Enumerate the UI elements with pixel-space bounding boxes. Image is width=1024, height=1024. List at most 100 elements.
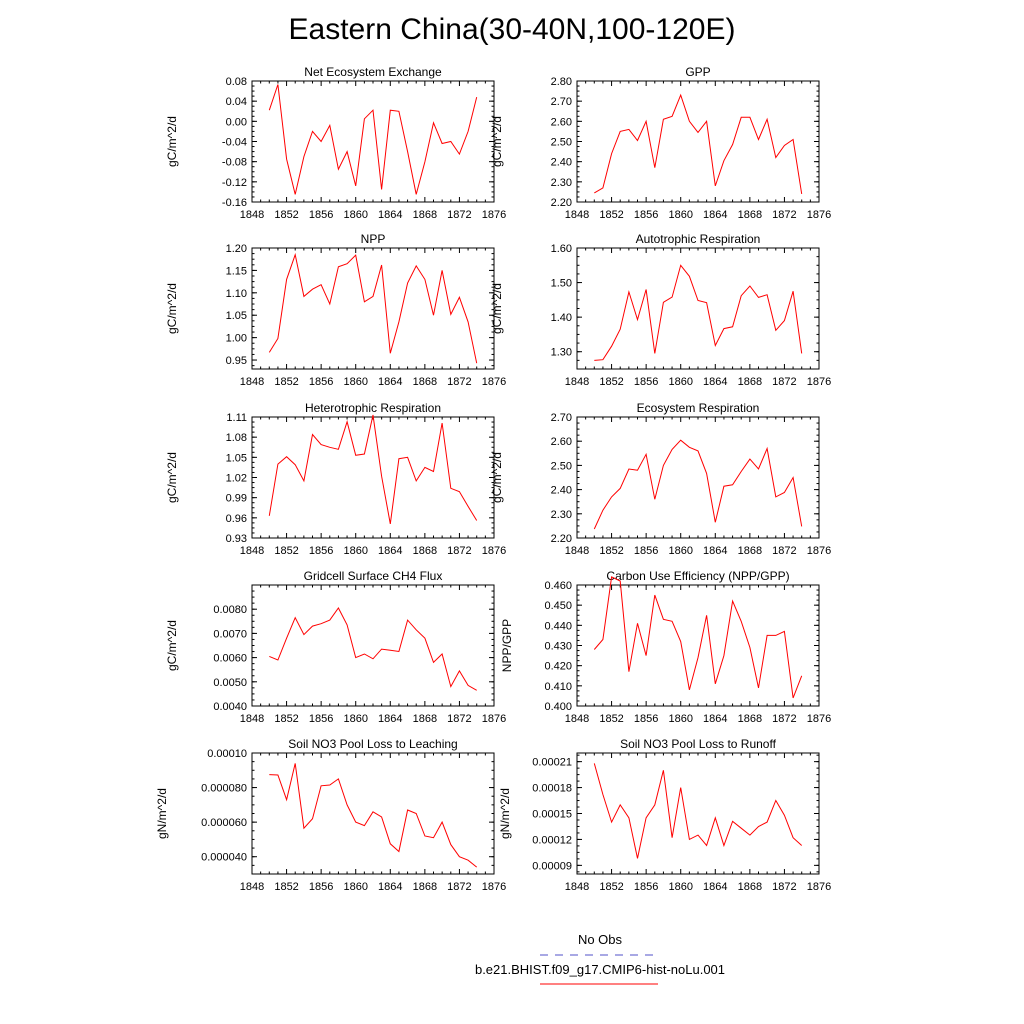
x-tick-label: 1864 <box>703 209 727 221</box>
x-tick-label: 1872 <box>447 881 471 893</box>
y-axis-label: gC/m^2/d <box>165 283 179 334</box>
y-tick-label: 0.00010 <box>207 748 247 760</box>
x-tick-label: 1860 <box>343 713 367 725</box>
x-tick-label: 1852 <box>274 545 298 557</box>
x-tick-label: 1860 <box>343 545 367 557</box>
y-tick-label: 1.20 <box>226 243 247 255</box>
panel-title: Carbon Use Efficiency (NPP/GPP) <box>606 569 789 583</box>
chart-panel: Autotrophic Respiration gC/m^2/d 1848 1852 1… <box>490 232 831 388</box>
x-tick-label: 1872 <box>772 209 796 221</box>
x-tick-label: 1852 <box>599 881 623 893</box>
y-tick-label: 1.08 <box>226 432 247 444</box>
x-tick-label: 1848 <box>565 881 589 893</box>
x-tick-label: 1864 <box>703 713 727 725</box>
x-tick-label: 1876 <box>482 545 506 557</box>
y-tick-label: 0.460 <box>544 580 572 592</box>
y-tick-label: 1.02 <box>226 473 247 485</box>
y-tick-label: 0.08 <box>226 76 247 88</box>
y-tick-label: 0.000060 <box>201 817 247 829</box>
y-axis-label: gN/m^2/d <box>155 788 169 839</box>
chart-panel: Soil NO3 Pool Loss to Runoff gN/m^2/d 1848… <box>498 737 831 893</box>
x-tick-label: 1868 <box>413 376 437 388</box>
y-axis-label: gC/m^2/d <box>165 620 179 671</box>
x-tick-label: 1872 <box>447 713 471 725</box>
x-tick-label: 1868 <box>738 881 762 893</box>
x-tick-label: 1876 <box>807 545 831 557</box>
y-tick-label: 1.60 <box>551 243 572 255</box>
x-tick-label: 1848 <box>565 713 589 725</box>
figure-title: Eastern China(30-40N,100-120E) <box>288 13 736 46</box>
y-tick-label: 1.40 <box>551 312 572 324</box>
x-tick-label: 1856 <box>309 713 333 725</box>
x-tick-label: 1876 <box>807 209 831 221</box>
x-tick-label: 1872 <box>772 713 796 725</box>
y-tick-label: 1.05 <box>226 310 247 322</box>
y-tick-label: 0.0040 <box>213 701 247 713</box>
y-tick-label: 2.50 <box>551 137 572 149</box>
x-tick-label: 1852 <box>599 209 623 221</box>
y-tick-label: 0.00012 <box>532 834 572 846</box>
x-tick-label: 1856 <box>309 881 333 893</box>
plot-frame <box>576 584 820 707</box>
plot-frame <box>251 584 495 707</box>
x-tick-label: 1848 <box>240 545 264 557</box>
chart-panel: Heterotrophic Respiration gC/m^2/d 1848 185… <box>165 401 506 557</box>
y-tick-label: -0.16 <box>222 197 247 209</box>
x-tick-label: 1848 <box>240 713 264 725</box>
x-tick-label: 1868 <box>738 376 762 388</box>
y-tick-label: -0.12 <box>222 177 247 189</box>
y-axis-label: gC/m^2/d <box>490 452 504 503</box>
chart-panel: Carbon Use Efficiency (NPP/GPP) NPP/GPP 18… <box>500 569 831 725</box>
x-tick-label: 1872 <box>447 545 471 557</box>
x-tick-label: 1852 <box>274 376 298 388</box>
panel-title: GPP <box>685 65 710 79</box>
x-tick-label: 1852 <box>599 545 623 557</box>
chart-panel: Net Ecosystem Exchange gC/m^2/d 1848 1852 18… <box>165 65 506 221</box>
y-tick-label: 2.60 <box>551 116 572 128</box>
chart-panel: Gridcell Surface CH4 Flux gC/m^2/d 1848 185… <box>165 569 506 725</box>
series-line <box>593 763 803 859</box>
y-tick-label: -0.08 <box>222 157 247 169</box>
x-tick-label: 1856 <box>309 545 333 557</box>
y-tick-label: 0.95 <box>226 355 247 367</box>
y-tick-label: 0.0080 <box>213 604 247 616</box>
y-tick-label: 1.05 <box>226 452 247 464</box>
y-tick-label: -0.04 <box>222 137 247 149</box>
y-tick-label: 2.80 <box>551 76 572 88</box>
series-line <box>593 576 803 699</box>
y-tick-label: 1.11 <box>226 412 247 424</box>
x-tick-label: 1876 <box>482 209 506 221</box>
x-tick-label: 1876 <box>482 713 506 725</box>
y-tick-label: 1.50 <box>551 278 572 290</box>
panel-title: Gridcell Surface CH4 Flux <box>304 569 443 583</box>
plot-frame <box>576 752 820 875</box>
x-tick-label: 1864 <box>378 545 402 557</box>
series-line <box>268 252 478 364</box>
x-tick-label: 1872 <box>447 376 471 388</box>
x-tick-label: 1860 <box>668 881 692 893</box>
y-tick-label: 0.420 <box>544 661 572 673</box>
plot-frame <box>576 247 820 370</box>
x-tick-label: 1876 <box>482 881 506 893</box>
y-tick-label: 1.10 <box>226 288 247 300</box>
y-tick-label: 1.15 <box>226 265 247 277</box>
chart-panel: Ecosystem Respiration gC/m^2/d 1848 1852 185… <box>490 401 831 557</box>
x-tick-label: 1872 <box>772 376 796 388</box>
x-tick-label: 1864 <box>703 545 727 557</box>
x-tick-label: 1868 <box>738 545 762 557</box>
series-line <box>594 93 803 194</box>
x-tick-label: 1848 <box>565 209 589 221</box>
x-tick-label: 1868 <box>738 209 762 221</box>
y-axis-label: gC/m^2/d <box>165 116 179 167</box>
y-tick-label: 2.30 <box>551 509 572 521</box>
x-tick-label: 1860 <box>668 545 692 557</box>
x-tick-label: 1856 <box>309 376 333 388</box>
y-tick-label: 2.70 <box>551 96 572 108</box>
y-axis-label: NPP/GPP <box>500 619 514 672</box>
x-tick-label: 1852 <box>274 713 298 725</box>
legend-model-label: b.e21.BHIST.f09_g17.CMIP6-hist-noLu.001 <box>474 962 726 977</box>
series-line <box>594 264 803 361</box>
x-tick-label: 1856 <box>634 376 658 388</box>
x-tick-label: 1852 <box>274 881 298 893</box>
x-tick-label: 1852 <box>274 209 298 221</box>
